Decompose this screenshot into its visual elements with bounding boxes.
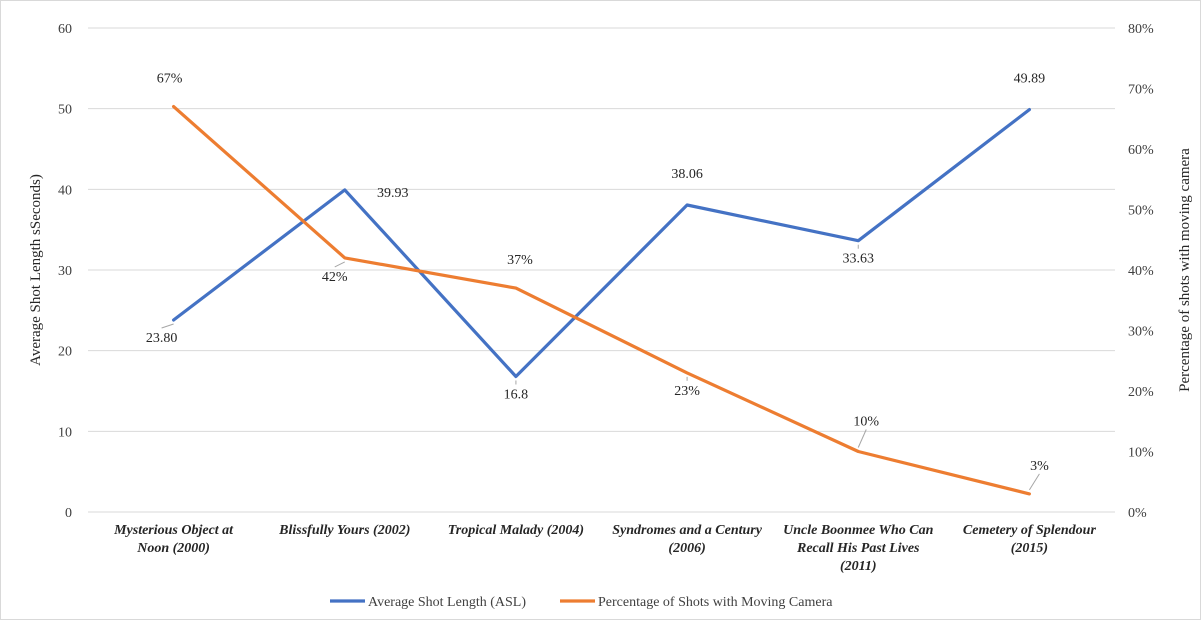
y-tick-label: 10 [58,425,72,440]
y2-tick-label: 70% [1128,83,1154,98]
y-tick-label: 20 [58,345,72,360]
x-category-label-line: Tropical Malady (2004) [448,523,584,538]
data-label: 33.63 [843,252,875,267]
y2-axis-title: Percentage of shots with moving camera [1177,148,1193,392]
data-label: 42% [322,270,348,285]
x-category-label: Blissfully Yours (2002) [278,523,410,538]
data-label: 38.06 [671,167,703,182]
series-line-1 [172,107,1032,379]
x-category-label-line: (2006) [668,541,705,556]
series-line-2 [172,104,1032,496]
x-category-label-line: Syndromes and a Century [612,523,763,538]
x-category-label: Uncle Boonmee Who Can Recall His Past Liv… [783,523,933,574]
x-category-label-line: (2015) [1011,541,1048,556]
data-label: 39.93 [377,186,409,201]
y-tick-label: 60 [58,22,72,37]
y-tick-label: 50 [58,103,72,118]
y-axis-title: Average Shot Length sSeconds) [28,174,44,366]
y2-tick-label: 0% [1128,506,1147,521]
data-label: 3% [1030,459,1049,474]
data-label-leader [857,429,867,448]
y2-tick-label: 60% [1128,143,1154,158]
x-category-label-line: Uncle Boonmee Who Can [783,523,933,538]
x-category-label: Mysterious Object at Noon (2000) [113,523,234,556]
legend-label-1: Average Shot Length (ASL) [368,595,526,610]
data-label: 23% [674,384,700,399]
y2-tick-label: 50% [1128,204,1154,219]
data-label: 67% [157,72,183,87]
data-label-leader [161,323,174,329]
data-label: 49.89 [1014,72,1046,87]
data-label: 37% [507,253,533,268]
y2-tick-label: 80% [1128,22,1154,37]
y2-tick-label: 30% [1128,325,1154,340]
y-tick-label: 0 [65,506,72,521]
data-label-leader [334,261,345,268]
y2-tick-label: 10% [1128,446,1154,461]
x-category-label-line: Noon (2000) [136,541,210,556]
x-category-label-line: Recall His Past Lives [796,541,920,556]
y-tick-label: 40 [58,183,72,198]
legend-label-2: Percentage of Shots with Moving Camera [598,595,833,610]
y2-tick-label: 20% [1128,385,1154,400]
data-label-leader [1028,473,1040,491]
data-label: 23.80 [146,331,178,346]
x-category-label-line: (2011) [840,559,877,574]
x-category-label: Tropical Malady (2004) [448,523,584,538]
x-category-label-line: Blissfully Yours (2002) [278,523,410,538]
x-category-label-line: Mysterious Object at [113,523,234,538]
x-category-label: Syndromes and a Century (2006) [612,523,763,556]
data-label: 10% [853,415,879,430]
x-category-label-line: Cemetery of Splendour [963,523,1097,538]
y-tick-label: 30 [58,264,72,279]
y2-tick-label: 40% [1128,264,1154,279]
data-label: 16.8 [504,387,529,402]
x-category-label: Cemetery of Splendour (2015) [963,523,1097,556]
